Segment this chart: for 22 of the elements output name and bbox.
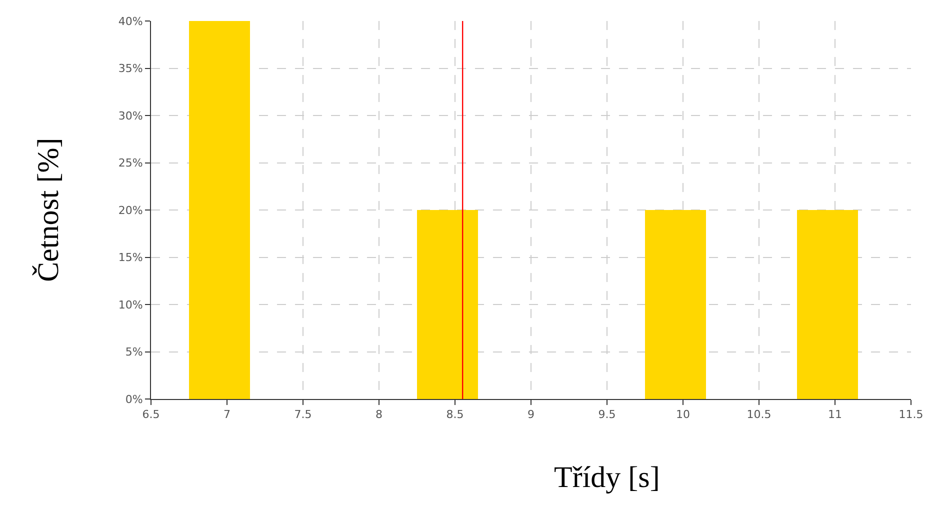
x-tick-label: 8.5 — [446, 408, 464, 422]
x-tick-label: 11 — [828, 408, 842, 422]
y-axis-title: Četnost [%] — [32, 138, 65, 282]
y-tick-label: 15% — [118, 251, 143, 264]
y-tick-label: 35% — [118, 62, 143, 76]
x-tick-label: 10.5 — [746, 408, 772, 422]
x-tick-label: 10 — [676, 408, 690, 422]
x-tick-label: 7 — [224, 408, 230, 422]
y-tick-label: 5% — [125, 346, 143, 359]
x-tick-label: 7.5 — [294, 408, 312, 422]
y-tick-label: 40% — [118, 14, 143, 28]
y-tick-label: 0% — [125, 392, 143, 406]
x-tick-label: 9 — [528, 408, 534, 422]
y-tick-label: 30% — [118, 109, 143, 122]
y-tick-label: 10% — [118, 298, 143, 312]
x-axis-title: Třídy [s] — [554, 461, 660, 494]
x-tick-label: 11.5 — [898, 408, 924, 422]
y-tick-label: 25% — [118, 156, 143, 170]
x-tick-label: 9.5 — [598, 408, 616, 422]
y-tick-label: 20% — [118, 204, 143, 217]
x-tick-label: 8 — [376, 408, 382, 422]
x-tick-label: 6.5 — [142, 408, 160, 422]
